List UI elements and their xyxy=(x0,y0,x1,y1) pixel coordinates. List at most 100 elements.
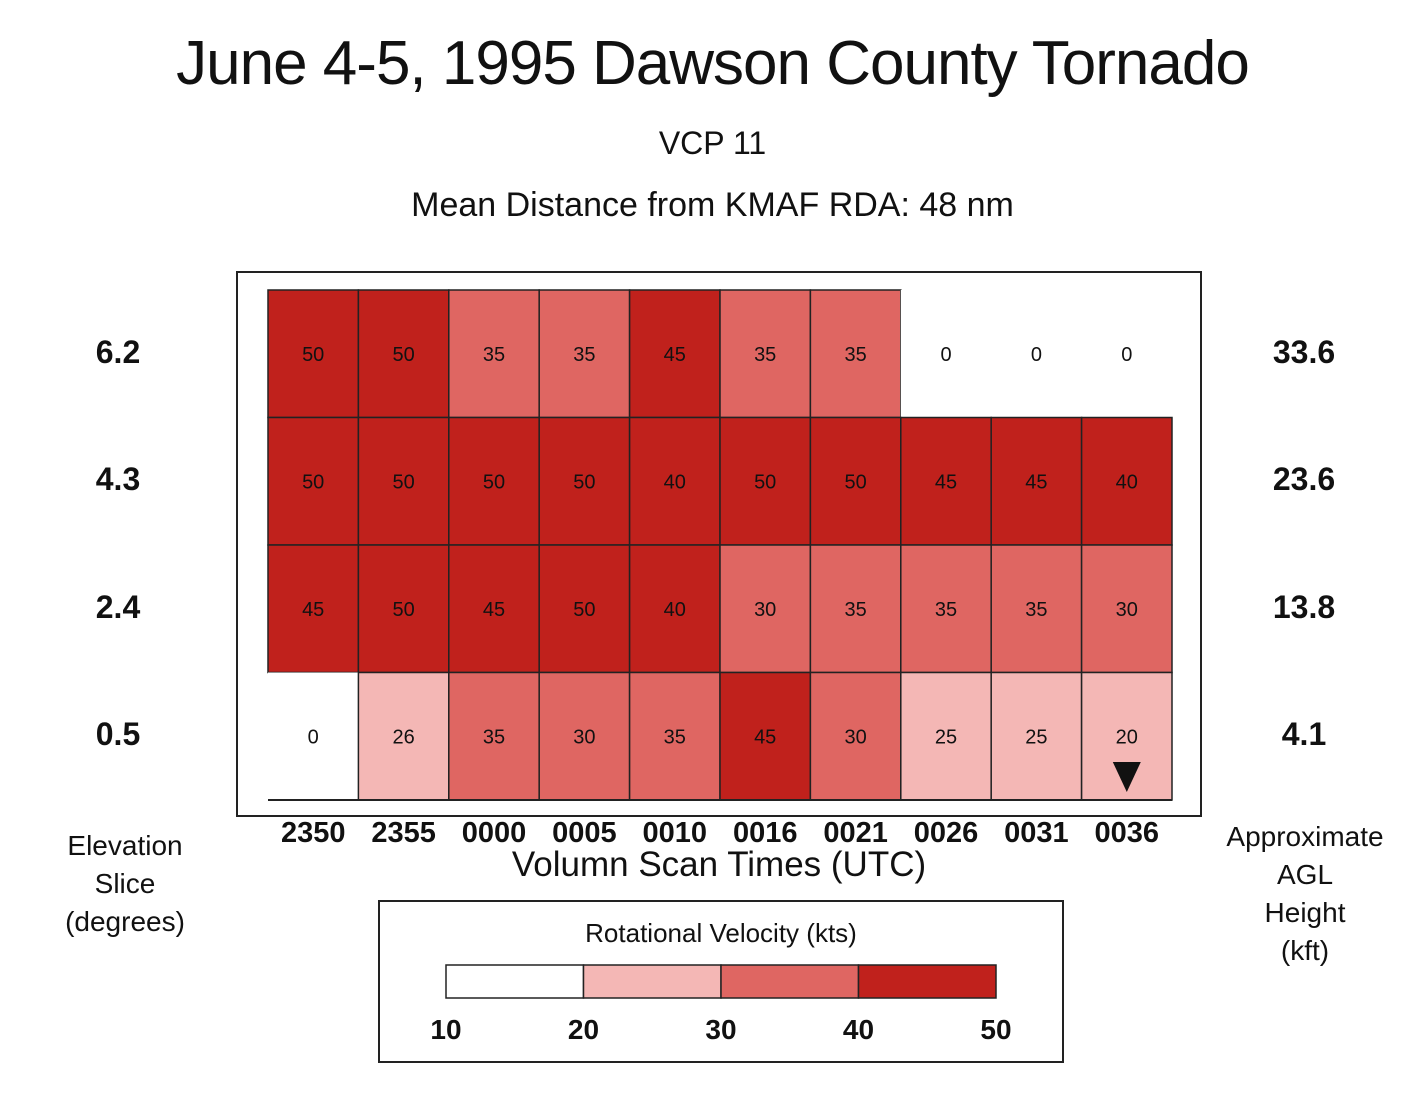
left-axis-title: Elevation Slice (degrees) xyxy=(40,827,210,941)
vcp-subtitle: VCP 11 xyxy=(658,125,767,161)
x-tick-label: 0031 xyxy=(1004,817,1069,849)
x-tick-label: 0021 xyxy=(823,817,888,849)
heatmap-cell xyxy=(357,289,450,419)
down-triangle-marker xyxy=(1112,762,1141,792)
x-tick-label: 0010 xyxy=(643,817,708,849)
heatmap-cell xyxy=(990,671,1083,801)
cell-value-label: 50 xyxy=(392,471,414,493)
legend-box xyxy=(378,900,1064,1063)
chart-title: June 4-5, 1995 Dawson County Tornado xyxy=(176,29,1250,98)
height-label: 33.6 xyxy=(1272,333,1336,370)
cell-value-label: 50 xyxy=(392,344,414,366)
cell-value-label: 45 xyxy=(1025,471,1047,493)
cell-value-label: 0 xyxy=(1121,344,1132,366)
legend-tick-label: 10 xyxy=(430,1014,462,1045)
cell-value-label: 50 xyxy=(844,471,866,493)
cell-value-label: 45 xyxy=(664,344,686,366)
x-tick-label: 0000 xyxy=(462,817,527,849)
heatmap-cell xyxy=(1081,290,1172,418)
cell-value-label: 20 xyxy=(1116,726,1138,748)
heatmap-cell xyxy=(809,544,902,674)
heatmap-cell xyxy=(900,290,992,418)
legend-tick-label: 20 xyxy=(567,1014,600,1045)
heatmap-cell xyxy=(991,290,1082,418)
cell-value-label: 40 xyxy=(1116,471,1138,493)
cell-value-label: 0 xyxy=(308,726,319,748)
cell-value-label: 45 xyxy=(302,599,324,621)
plot-frame xyxy=(236,271,1202,817)
x-tick-label: 0026 xyxy=(914,817,979,849)
cell-value-label: 35 xyxy=(1025,599,1047,621)
cell-value-label: 50 xyxy=(754,471,776,493)
x-tick-label: 0016 xyxy=(733,817,798,849)
x-tick-label: 2350 xyxy=(281,817,346,849)
legend-swatch xyxy=(582,964,722,999)
heatmap-cell xyxy=(628,416,721,546)
cell-value-label: 30 xyxy=(573,726,595,748)
elevation-label: 6.2 xyxy=(95,333,141,370)
cell-value-label: 50 xyxy=(483,471,505,493)
right-axis-title-line: (kft) xyxy=(1280,935,1330,966)
heatmap-cell xyxy=(538,416,631,546)
height-label: 13.8 xyxy=(1272,588,1336,625)
cell-value-label: 30 xyxy=(754,599,776,621)
right-axis-title: Approximate AGL Height (kft) xyxy=(1200,818,1410,970)
cell-value-label: 30 xyxy=(1116,599,1138,621)
cell-value-label: 50 xyxy=(573,471,595,493)
cell-value-label: 35 xyxy=(483,344,505,366)
cell-value-label: 25 xyxy=(1025,726,1047,748)
heatmap-cell xyxy=(538,671,631,801)
cell-value-label: 0 xyxy=(1031,344,1042,366)
legend-swatch xyxy=(720,964,860,999)
height-label: 4.1 xyxy=(1281,716,1327,753)
cell-value-label: 35 xyxy=(483,726,505,748)
legend-swatch xyxy=(857,964,997,999)
right-axis-title-line: AGL xyxy=(1276,859,1334,890)
right-axis-title-line: Approximate xyxy=(1226,821,1384,852)
elevation-label: 0.5 xyxy=(95,716,141,753)
heatmap-cell xyxy=(719,416,812,546)
heatmap-cell xyxy=(1080,544,1173,674)
cell-value-label: 45 xyxy=(754,726,776,748)
right-axis-title-line: Height xyxy=(1264,897,1346,928)
legend-tick-label: 30 xyxy=(705,1014,737,1045)
cell-value-label: 45 xyxy=(483,599,505,621)
legend-title: Rotational Velocity (kts) xyxy=(585,918,857,948)
legend-tick-label: 40 xyxy=(842,1014,875,1045)
x-tick-label: 0036 xyxy=(1095,817,1160,849)
cell-value-label: 35 xyxy=(754,344,776,366)
heatmap-cell xyxy=(538,289,631,419)
cell-value-label: 40 xyxy=(664,471,686,493)
distance-subtitle: Mean Distance from KMAF RDA: 48 nm xyxy=(411,186,1014,224)
heatmap-cell xyxy=(990,544,1083,674)
elevation-label: 2.4 xyxy=(95,588,141,625)
height-label: 23.6 xyxy=(1272,461,1336,498)
left-axis-title-line: (degrees) xyxy=(65,906,185,937)
heatmap-cell xyxy=(719,289,812,419)
cell-value-label: 25 xyxy=(935,726,957,748)
x-tick-label: 0005 xyxy=(552,817,617,849)
x-axis-title: Volumn Scan Times (UTC) xyxy=(511,845,927,884)
heatmap-cell xyxy=(628,671,721,801)
cell-value-label: 35 xyxy=(664,726,686,748)
legend-swatch xyxy=(445,964,585,999)
cell-value-label: 40 xyxy=(664,599,686,621)
heatmap-cell xyxy=(1080,416,1173,546)
legend-tick-label: 50 xyxy=(980,1014,1012,1045)
cell-value-label: 50 xyxy=(302,344,324,366)
left-axis-title-line: Slice xyxy=(94,868,156,899)
heatmap-cell xyxy=(267,416,360,546)
heatmap-cell xyxy=(990,416,1083,546)
cell-value-label: 50 xyxy=(392,599,414,621)
heatmap-cell xyxy=(809,416,902,546)
cell-value-label: 35 xyxy=(573,344,595,366)
heatmap-cell xyxy=(719,544,812,674)
cell-value-label: 50 xyxy=(302,471,324,493)
cell-value-label: 30 xyxy=(844,726,866,748)
left-axis-title-line: Elevation xyxy=(67,830,183,861)
cell-value-label: 35 xyxy=(935,599,957,621)
heatmap-cell xyxy=(538,544,631,674)
cell-value-label: 45 xyxy=(935,471,957,493)
heatmap-cell xyxy=(628,544,721,674)
